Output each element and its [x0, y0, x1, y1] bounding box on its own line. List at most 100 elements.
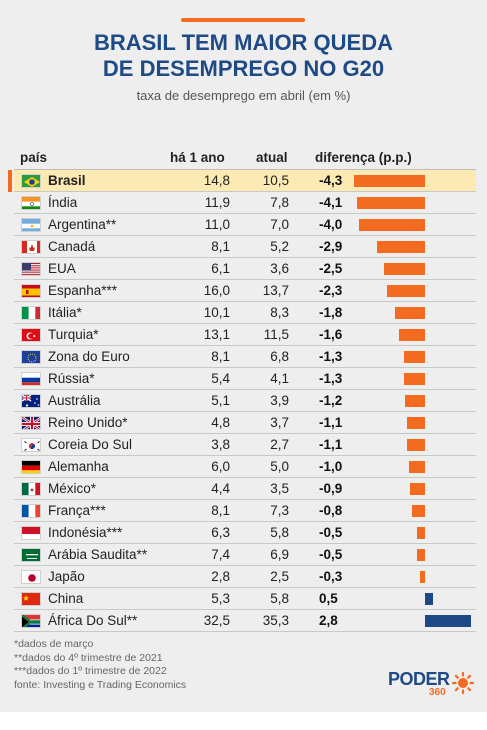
france-flag-icon [21, 504, 41, 518]
current-value: 3,5 [270, 481, 289, 496]
turkey-flag-icon [21, 328, 41, 342]
current-value: 6,9 [270, 547, 289, 562]
country-label: Rússia* [48, 371, 95, 386]
country-label: Itália* [48, 305, 82, 320]
table-row: Espanha*** 16,0 13,7 -2,3 [14, 280, 476, 302]
previous-value: 4,8 [211, 415, 230, 430]
germany-flag-icon [21, 460, 41, 474]
column-header-previous: há 1 ano [170, 150, 225, 165]
previous-value: 32,5 [203, 613, 230, 628]
top-accent-line [181, 18, 305, 22]
mexico-flag-icon [21, 482, 41, 496]
table-row: México* 4,4 3,5 -0,9 [14, 478, 476, 500]
previous-value: 6,1 [211, 261, 230, 276]
country-label: China [48, 591, 84, 606]
negative-bar [408, 461, 425, 473]
difference-value: -0,3 [319, 569, 343, 584]
previous-value: 6,3 [211, 525, 230, 540]
country-label: Argentina** [48, 217, 117, 232]
country-label: Japão [48, 569, 85, 584]
table-row: Brasil 14,8 10,5 -4,3 [8, 170, 476, 192]
footnotes: *dados de março **dados do 4º trimestre … [14, 638, 186, 692]
source-note: fonte: Investing e Trading Economics [14, 678, 187, 691]
south-korea-flag-icon [21, 438, 41, 452]
current-value: 3,9 [270, 393, 289, 408]
negative-bar [359, 219, 425, 231]
saudi-arabia-flag-icon [21, 548, 41, 562]
current-value: 8,3 [270, 305, 289, 320]
usa-flag-icon [21, 262, 41, 276]
eurozone-flag-icon [21, 350, 41, 364]
table-row: Índia 11,9 7,8 -4,1 [14, 192, 476, 214]
table-row: Rússia* 5,4 4,1 -1,3 [14, 368, 476, 390]
table-row: Itália* 10,1 8,3 -1,8 [14, 302, 476, 324]
current-value: 35,3 [262, 613, 289, 628]
logo-sun-icon [451, 671, 475, 695]
title-line-2: DE DESEMPREGO NO G20 [102, 56, 385, 81]
current-value: 13,7 [262, 283, 289, 298]
previous-value: 11,9 [204, 195, 230, 210]
country-label: França*** [48, 503, 106, 518]
difference-value: -4,3 [319, 173, 343, 188]
brazil-flag-icon [21, 174, 41, 188]
negative-bar [395, 307, 425, 319]
negative-bar [416, 527, 425, 539]
previous-value: 6,0 [211, 459, 230, 474]
current-value: 5,0 [270, 459, 289, 474]
table-row: Coreia Do Sul 3,8 2,7 -1,1 [14, 434, 476, 456]
argentina-flag-icon [21, 218, 41, 232]
current-value: 5,8 [270, 591, 289, 606]
uk-flag-icon [21, 416, 41, 430]
china-flag-icon [21, 592, 41, 606]
country-label: Alemanha [48, 459, 109, 474]
country-label: Reino Unido* [48, 415, 128, 430]
previous-value: 7,4 [211, 547, 230, 562]
difference-value: -1,1 [319, 437, 343, 452]
highlight-marker [8, 170, 12, 192]
footnote: ***dados do 1º trimestre de 2022 [14, 665, 167, 677]
negative-bar [410, 483, 425, 495]
current-value: 11,5 [263, 327, 289, 342]
difference-value: -4,1 [319, 195, 343, 210]
previous-value: 10,1 [203, 305, 230, 320]
table-row: Canadá 8,1 5,2 -2,9 [14, 236, 476, 258]
japan-flag-icon [21, 570, 41, 584]
logo-sub: 360 [429, 687, 446, 698]
negative-bar [405, 395, 425, 407]
previous-value: 11,0 [204, 217, 230, 232]
previous-value: 4,4 [211, 481, 230, 496]
table-row: Japão 2,8 2,5 -0,3 [14, 566, 476, 588]
logo-text: PODER [388, 669, 450, 689]
russia-flag-icon [21, 372, 41, 386]
previous-value: 5,3 [211, 591, 230, 606]
india-flag-icon [21, 196, 41, 210]
spain-flag-icon [21, 284, 41, 298]
table-row: Austrália 5,1 3,9 -1,2 [14, 390, 476, 412]
country-label: África Do Sul** [48, 613, 138, 628]
country-label: Índia [48, 195, 78, 210]
country-label: Austrália [48, 393, 101, 408]
table-row: EUA 6,1 3,6 -2,5 [14, 258, 476, 280]
previous-value: 8,1 [211, 239, 230, 254]
chart-title: BRASIL TEM MAIOR QUEDA DE DESEMPREGO NO … [0, 30, 487, 82]
negative-bar [354, 175, 425, 187]
table-row: China 5,3 5,8 0,5 [14, 588, 476, 610]
negative-bar [403, 373, 425, 385]
title-line-1: BRASIL TEM MAIOR QUEDA [93, 30, 394, 55]
current-value: 10,5 [262, 173, 289, 188]
table-row: Reino Unido* 4,8 3,7 -1,1 [14, 412, 476, 434]
difference-value: -2,3 [319, 283, 343, 298]
footnote: *dados de março [14, 638, 94, 650]
difference-value: -1,0 [319, 459, 343, 474]
current-value: 7,3 [270, 503, 289, 518]
current-value: 6,8 [270, 349, 289, 364]
table-row: Indonésia*** 6,3 5,8 -0,5 [14, 522, 476, 544]
current-value: 3,6 [270, 261, 289, 276]
positive-bar [425, 615, 472, 627]
difference-value: -1,8 [319, 305, 343, 320]
positive-bar [425, 593, 434, 605]
poder360-logo: PODER 360 [388, 669, 478, 701]
italy-flag-icon [21, 306, 41, 320]
negative-bar [383, 263, 425, 275]
chart-subtitle: taxa de desemprego em abril (em %) [136, 88, 351, 103]
